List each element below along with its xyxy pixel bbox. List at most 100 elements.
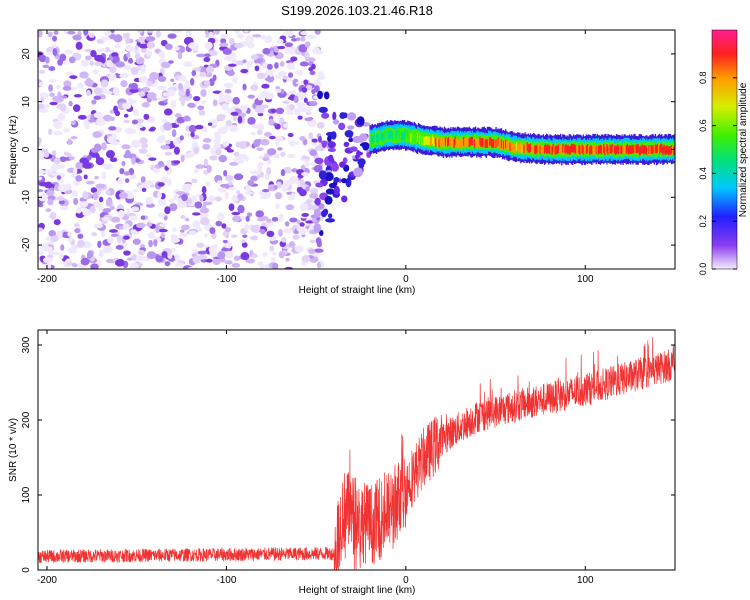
signal-band	[657, 144, 660, 153]
signal-band	[586, 144, 589, 153]
spectrogram-ytick-label: 0	[21, 146, 32, 152]
noise-blob	[222, 230, 230, 237]
signal-band	[429, 137, 432, 146]
noise-blob	[309, 188, 319, 195]
noise-blob	[71, 189, 79, 198]
noise-blob	[277, 45, 286, 50]
noise-blob	[208, 195, 216, 202]
signal-band	[431, 135, 434, 145]
noise-blob	[177, 51, 183, 60]
signal-band	[421, 136, 423, 145]
noise-blob	[166, 159, 172, 168]
noise-blob	[267, 112, 275, 118]
noise-blob	[247, 94, 255, 99]
noise-blob	[90, 147, 99, 153]
noise-blob	[94, 175, 99, 180]
transition-blob	[333, 177, 340, 183]
spectrogram-xtick-label: -100	[216, 274, 236, 285]
noise-blob	[213, 143, 221, 150]
noise-blob	[59, 53, 67, 62]
transition-blob	[324, 195, 333, 205]
signal-band	[463, 137, 465, 146]
noise-blob	[253, 139, 261, 148]
noise-blob	[224, 191, 229, 200]
noise-blob	[266, 230, 275, 238]
noise-blob	[290, 141, 300, 145]
signal-band	[614, 146, 617, 155]
noise-blob	[293, 95, 299, 104]
snr-xtick-label: 100	[577, 575, 594, 586]
noise-blob	[173, 138, 180, 146]
signal-band	[396, 129, 398, 139]
signal-band	[673, 146, 675, 156]
noise-blob	[101, 216, 110, 222]
noise-blob	[215, 148, 222, 156]
noise-blob	[38, 30, 43, 38]
noise-blob	[91, 232, 97, 237]
noise-blob	[114, 43, 121, 49]
noise-blob	[93, 95, 102, 100]
noise-blob	[172, 30, 182, 33]
noise-blob	[75, 175, 83, 182]
noise-blob	[314, 30, 321, 35]
noise-blob	[183, 115, 191, 122]
noise-blob	[162, 92, 170, 97]
signal-band	[665, 145, 667, 155]
noise-blob	[288, 241, 296, 248]
signal-band	[500, 139, 503, 149]
signal-band	[554, 146, 556, 155]
noise-blob	[139, 137, 148, 145]
signal-band	[646, 146, 648, 156]
noise-blob	[72, 167, 78, 175]
noise-blob	[146, 251, 157, 260]
spectrogram-xtick-label: -200	[37, 274, 57, 285]
transition-blob	[321, 112, 330, 119]
signal-band	[564, 145, 566, 154]
signal-band	[466, 137, 468, 147]
signal-band	[553, 145, 555, 155]
noise-blob	[281, 237, 287, 243]
signal-band	[655, 144, 658, 154]
noise-blob	[90, 49, 97, 58]
signal-band	[631, 145, 633, 154]
noise-blob	[214, 196, 223, 202]
noise-blob	[153, 239, 158, 247]
signal-band	[600, 145, 603, 155]
noise-blob	[274, 62, 279, 69]
signal-band	[476, 138, 478, 148]
spectrogram-ytick-label: 20	[21, 48, 32, 60]
noise-blob	[62, 128, 70, 133]
transition-blob	[323, 91, 330, 100]
noise-blob	[236, 190, 241, 195]
signal-band	[521, 144, 523, 154]
noise-blob	[164, 151, 172, 156]
noise-blob	[236, 60, 245, 66]
noise-blob	[196, 53, 206, 58]
signal-band	[426, 136, 428, 145]
noise-blob	[157, 191, 162, 199]
noise-blob	[128, 128, 137, 134]
snr-ytick-label: 100	[21, 486, 32, 503]
spectrogram-ylabel: Frequency (Hz)	[8, 116, 19, 185]
noise-blob	[287, 30, 294, 37]
noise-blob	[121, 160, 126, 167]
signal-band	[432, 137, 435, 147]
noise-blob	[77, 114, 87, 120]
noise-blob	[115, 259, 125, 267]
noise-blob	[50, 251, 61, 256]
noise-blob	[53, 157, 61, 165]
signal-band	[567, 144, 569, 154]
noise-blob	[309, 239, 316, 244]
signal-band	[628, 145, 631, 155]
noise-blob	[96, 118, 106, 126]
noise-blob	[43, 150, 50, 158]
noise-blob	[205, 181, 211, 186]
noise-blob	[105, 59, 113, 68]
noise-blob	[113, 55, 118, 65]
noise-blob	[303, 97, 308, 104]
signal-band	[399, 130, 401, 140]
noise-blob	[58, 103, 67, 112]
noise-blob	[141, 187, 147, 193]
noise-blob	[102, 208, 112, 213]
noise-blob	[300, 36, 306, 42]
